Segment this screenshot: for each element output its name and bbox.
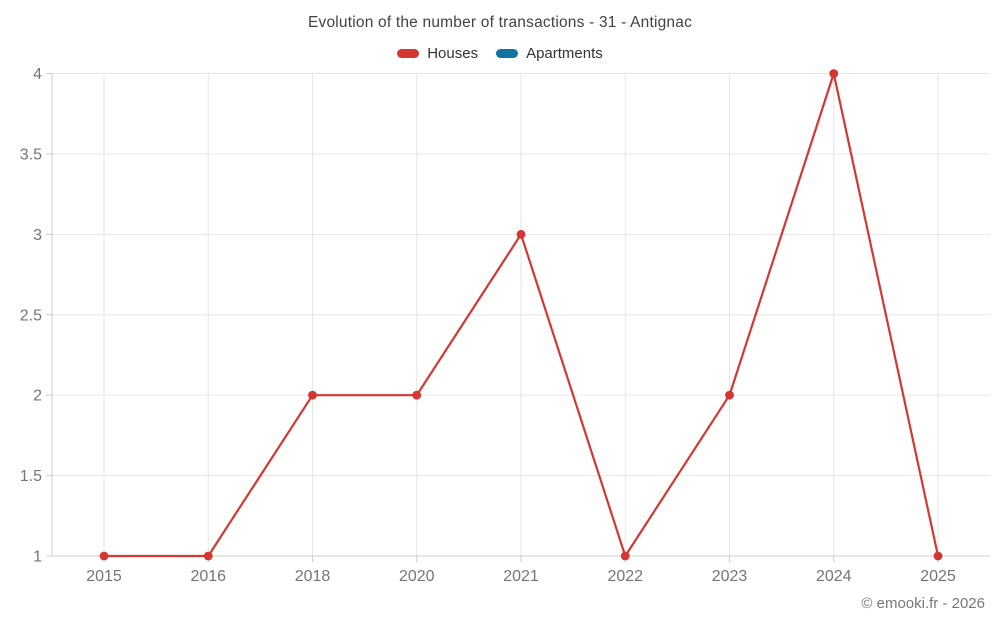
legend: Houses Apartments bbox=[0, 45, 1000, 62]
legend-label-apartments: Apartments bbox=[526, 45, 603, 62]
data-point-houses[interactable] bbox=[412, 390, 422, 400]
x-axis-label: 2025 bbox=[920, 568, 956, 585]
x-axis-label: 2018 bbox=[295, 568, 331, 585]
watermark: © emooki.fr - 2026 bbox=[861, 595, 985, 612]
data-point-houses[interactable] bbox=[308, 390, 317, 400]
data-point-houses[interactable] bbox=[620, 551, 630, 561]
data-point-houses[interactable] bbox=[829, 69, 839, 78]
apartments-series-swatch bbox=[496, 49, 519, 58]
legend-label-houses: Houses bbox=[427, 45, 479, 62]
x-axis-label: 2022 bbox=[607, 568, 643, 585]
y-axis-label: 2 bbox=[33, 388, 42, 405]
x-axis-label: 2024 bbox=[816, 568, 852, 585]
x-axis-label: 2023 bbox=[712, 568, 748, 585]
y-axis-label: 2.5 bbox=[20, 307, 42, 324]
x-axis-label: 2015 bbox=[86, 568, 122, 585]
legend-item-apartments[interactable]: Apartments bbox=[496, 45, 603, 62]
legend-item-houses[interactable]: Houses bbox=[397, 45, 478, 62]
houses-series-swatch bbox=[397, 49, 420, 58]
data-point-houses[interactable] bbox=[203, 551, 213, 561]
y-axis-label: 1 bbox=[33, 549, 42, 566]
y-axis-label: 4 bbox=[33, 66, 42, 83]
chart-title: Evolution of the number of transactions … bbox=[307, 14, 693, 31]
data-point-houses[interactable] bbox=[516, 229, 526, 239]
x-axis-label: 2016 bbox=[190, 568, 226, 585]
x-axis-label: 2020 bbox=[399, 568, 435, 585]
x-axis-label: 2021 bbox=[503, 568, 539, 585]
data-point-houses[interactable] bbox=[933, 551, 943, 561]
y-axis-label: 1.5 bbox=[20, 468, 42, 485]
data-point-houses[interactable] bbox=[725, 390, 734, 400]
y-axis-label: 3.5 bbox=[20, 146, 42, 163]
data-point-houses[interactable] bbox=[99, 551, 109, 561]
y-axis-label: 3 bbox=[33, 227, 42, 244]
